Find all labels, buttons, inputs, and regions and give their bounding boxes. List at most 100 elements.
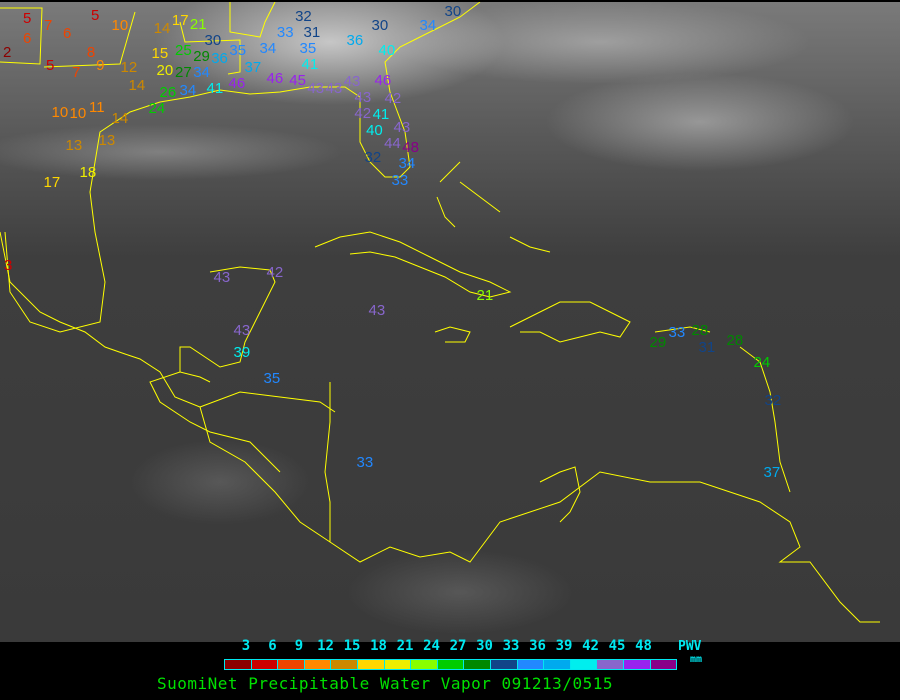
station-pwv-value: 34	[259, 39, 277, 57]
legend-tick: 21	[396, 638, 414, 654]
station-pwv-value: 48	[402, 139, 419, 157]
legend-swatch	[278, 660, 305, 669]
station-pwv-value: 31	[303, 24, 321, 41]
legend-tick: 39	[555, 638, 573, 654]
legend-swatch	[304, 660, 332, 669]
legend-tick-labels: 3 6 9 12 15 18 21 24 27 30 33 36 39 42 45 48	[226, 638, 676, 654]
station-pwv-value: 44	[384, 134, 401, 152]
station-pwv-value: 33	[356, 453, 374, 471]
coastline	[509, 236, 551, 253]
station-pwv-value: 43	[393, 118, 411, 136]
station-pwv-value: 6	[63, 24, 72, 42]
station-pwv-value: 21	[189, 16, 207, 33]
legend-swatch	[517, 660, 545, 669]
station-pwv-value: 39	[233, 343, 251, 361]
station-pwv-value: 6	[23, 29, 32, 47]
legend-swatch	[357, 660, 385, 669]
station-pwv-value: 30	[204, 32, 222, 49]
coastline	[539, 466, 581, 523]
station-pwv-value: 35	[229, 41, 247, 59]
station-pwv-value: 43	[368, 301, 386, 319]
station-pwv-value: 5	[46, 56, 55, 74]
station-pwv-value: 10	[51, 103, 69, 121]
station-pwv-value: 8	[86, 43, 96, 61]
station-pwv-value: 15	[151, 44, 169, 62]
station-pwv-value: 32	[764, 391, 782, 409]
station-pwv-value: 37	[763, 463, 781, 481]
station-pwv-value: 25	[175, 41, 192, 59]
station-pwv-value: 40	[378, 41, 396, 59]
legend-swatch	[225, 660, 252, 669]
station-pwv-value: 34	[179, 81, 197, 99]
station-pwv-value: 2	[3, 43, 12, 61]
station-pwv-value: 10	[111, 16, 129, 34]
station-pwv-value: 3	[4, 256, 13, 274]
station-pwv-value: 21	[476, 286, 494, 304]
station-pwv-value: 40	[366, 122, 383, 140]
station-pwv-value: 46	[228, 74, 246, 92]
station-pwv-value: 14	[128, 76, 146, 94]
station-labels: 5 5 7 6 6 2 8 5 7 9 12 14 10 15 20 25 29 30 27 34 26 34 24 10 10…	[3, 3, 782, 481]
station-pwv-value: 46	[266, 69, 284, 87]
coastline	[179, 21, 241, 75]
station-pwv-value: 13	[98, 131, 116, 149]
station-pwv-value: 14	[111, 109, 129, 127]
legend-swatch	[490, 660, 518, 669]
station-pwv-value: 29	[649, 333, 667, 351]
station-pwv-value: 33	[668, 323, 686, 341]
coastline	[179, 347, 211, 383]
station-pwv-value: 35	[299, 40, 317, 57]
station-pwv-value: 9	[96, 56, 105, 74]
station-pwv-value: 18	[79, 163, 97, 181]
station-pwv-value: 10	[69, 104, 87, 122]
station-pwv-value: 5	[23, 9, 32, 27]
station-pwv-value: 43	[233, 321, 251, 339]
legend-tick: 18	[370, 638, 387, 654]
station-pwv-value: 24	[753, 353, 771, 371]
station-pwv-value: 11	[89, 98, 105, 116]
coastline	[436, 196, 456, 228]
coastline-overlay	[0, 2, 880, 623]
legend-tick: 36	[529, 638, 546, 654]
station-pwv-value: 46	[374, 71, 392, 89]
station-pwv-value: 33	[276, 23, 294, 41]
coastline	[439, 161, 461, 183]
station-pwv-value: 26	[159, 83, 177, 101]
satellite-ir-image	[0, 2, 900, 642]
station-pwv-value: 35	[263, 369, 281, 387]
station-pwv-value: 17	[43, 173, 61, 191]
station-pwv-value: 28	[726, 331, 744, 349]
coastline	[43, 11, 136, 68]
legend-tick: 15	[343, 638, 361, 654]
station-pwv-value: 30	[444, 3, 462, 20]
coastline	[324, 382, 331, 542]
coastline	[0, 231, 880, 623]
station-pwv-value: 31	[698, 338, 716, 356]
legend-swatch	[251, 660, 279, 669]
station-pwv-value: 14	[153, 19, 171, 37]
station-pwv-value: 17	[171, 11, 189, 29]
coastline	[4, 2, 481, 333]
station-pwv-value: 32	[364, 148, 382, 166]
station-pwv-value: 7	[72, 63, 81, 81]
map-caption: SuomiNet Precipitable Water Vapor 091213…	[157, 674, 613, 693]
station-pwv-value: 24	[148, 99, 166, 117]
coastline	[459, 181, 501, 213]
legend-swatch	[570, 660, 598, 669]
legend-swatch	[597, 660, 624, 669]
legend-tick: 45	[608, 638, 626, 654]
legend-tick: 30	[476, 638, 493, 654]
legend-unit: mm	[690, 654, 703, 665]
station-pwv-value: 36	[211, 50, 228, 68]
legend-swatch	[384, 660, 412, 669]
station-pwv-value: 34	[398, 155, 416, 173]
station-pwv-value: 43	[354, 89, 372, 107]
legend-tick: 24	[423, 638, 440, 654]
station-pwv-value: 43	[213, 268, 231, 286]
coastline	[229, 2, 276, 38]
legend-colorbar	[224, 659, 677, 670]
coastline	[149, 266, 281, 473]
coastline	[199, 391, 336, 413]
coastline	[509, 301, 631, 343]
